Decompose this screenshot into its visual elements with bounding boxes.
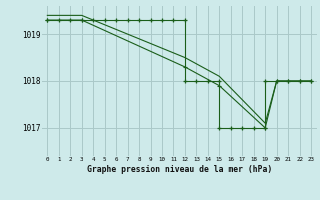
- X-axis label: Graphe pression niveau de la mer (hPa): Graphe pression niveau de la mer (hPa): [87, 165, 272, 174]
